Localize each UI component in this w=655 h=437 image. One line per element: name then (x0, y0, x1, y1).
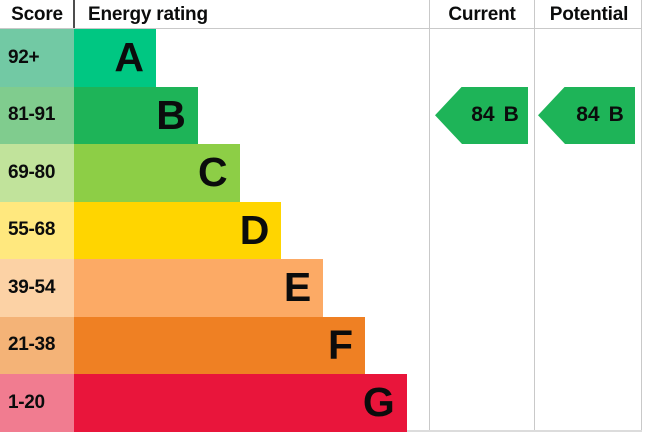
band-bar-e: E (74, 259, 324, 317)
divider-score-rating (73, 0, 75, 28)
band-row-d: 55-68 D (0, 201, 429, 259)
current-rating-letter: B (503, 103, 519, 127)
score-range-f: 21-38 (0, 316, 74, 374)
band-row-c: 69-80 C (0, 144, 429, 202)
band-bar-f: F (74, 316, 365, 374)
potential-rating-arrow: 84 B (538, 86, 635, 144)
band-row-a: 92+ A (0, 29, 429, 87)
header-score: Score (11, 4, 63, 25)
band-bar-a: A (74, 29, 156, 87)
current-rating-value: 84 (471, 103, 495, 127)
score-range-c: 69-80 (0, 144, 74, 202)
header-underline (0, 28, 642, 29)
band-row-e: 39-54 E (0, 259, 429, 317)
potential-rating-value: 84 (576, 103, 600, 127)
score-range-b: 81-91 (0, 86, 74, 144)
band-row-g: 1-20 G (0, 374, 429, 432)
divider-current-potential (534, 0, 535, 432)
header-energy-rating: Energy rating (88, 4, 208, 25)
score-range-d: 55-68 (0, 201, 74, 259)
header-current: Current (448, 4, 516, 25)
score-range-e: 39-54 (0, 259, 74, 317)
potential-rating-letter: B (608, 103, 624, 127)
band-row-f: 21-38 F (0, 316, 429, 374)
table-right-border (641, 0, 642, 432)
band-bar-c: C (74, 144, 240, 202)
band-row-b: 81-91 B (0, 86, 429, 144)
band-bar-g: G (74, 374, 407, 432)
divider-rating-current (429, 0, 430, 432)
band-bar-b: B (74, 86, 198, 144)
current-rating-arrow: 84 B (435, 86, 528, 144)
band-bar-d: D (74, 201, 282, 259)
header-potential: Potential (549, 4, 629, 25)
score-range-g: 1-20 (0, 374, 74, 432)
score-range-a: 92+ (0, 29, 74, 87)
bands-rows: 92+ A 81-91 B 69-80 C 55-68 D 39-54 E 21-38 F 1-20 G (0, 29, 429, 432)
